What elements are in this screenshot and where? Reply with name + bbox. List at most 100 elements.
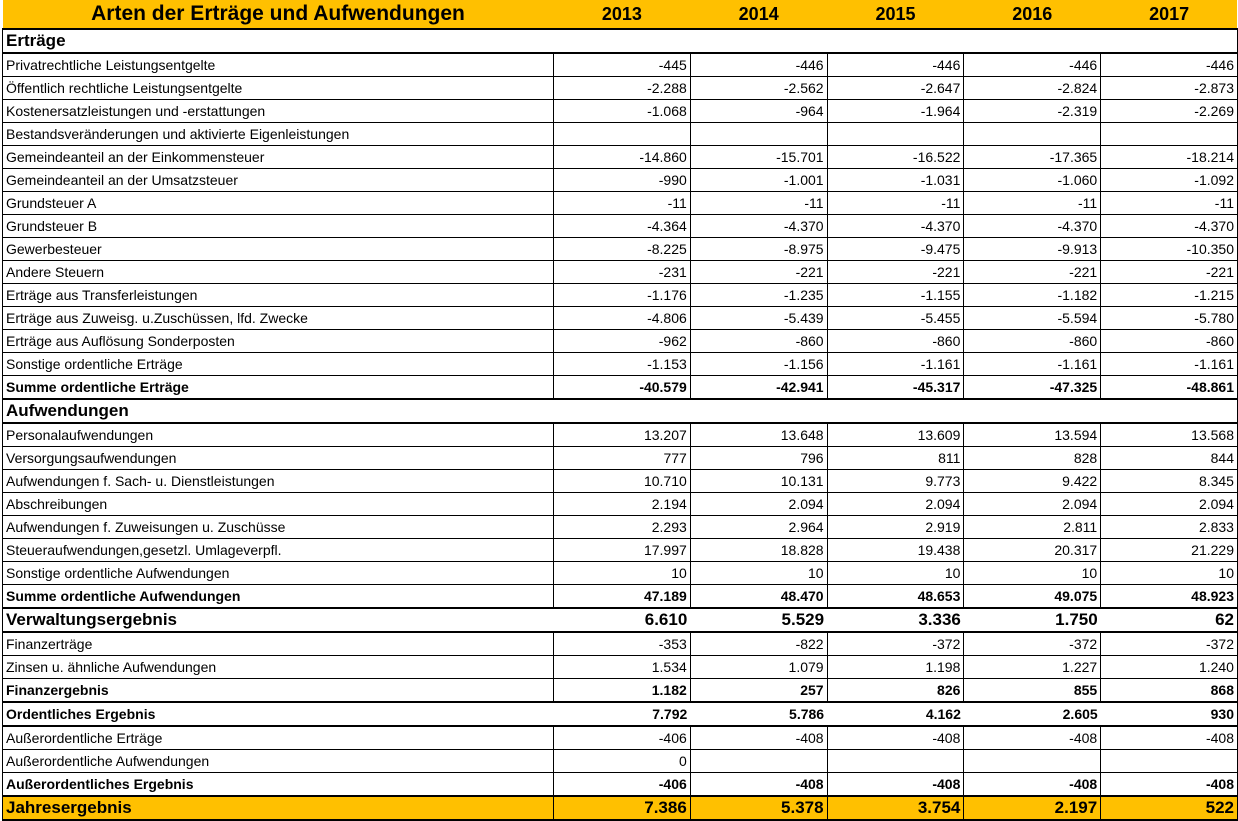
row-label: Grundsteuer A bbox=[2, 191, 554, 215]
total-row: Jahresergebnis 7.386 5.378 3.754 2.197 522 bbox=[2, 795, 1238, 821]
row-label: Jahresergebnis bbox=[2, 795, 554, 821]
row-label: Erträge aus Zuweisg. u.Zuschüssen, lfd. … bbox=[2, 306, 554, 330]
row-label: Privatrechtliche Leistungsentgelte bbox=[2, 52, 554, 77]
value-cell-2013: -1.068 bbox=[553, 99, 691, 123]
value-cell-2015: -2.647 bbox=[826, 76, 965, 100]
value-cell-2013 bbox=[553, 122, 691, 146]
table-row: Versorgungsaufwendungen 777 796 811 828 844 bbox=[2, 446, 1238, 470]
value-cell-2015: 1.198 bbox=[826, 655, 965, 679]
row-label: Öffentlich rechtliche Leistungsentgelte bbox=[2, 76, 554, 100]
value-cell-2017 bbox=[1100, 749, 1238, 773]
value-cell-2015: 2.094 bbox=[826, 492, 965, 516]
table-row: Finanzerträge -353 -822 -372 -372 -372 bbox=[2, 631, 1238, 656]
table-row: Sonstige ordentliche Aufwendungen 10 10 10 1… bbox=[2, 561, 1238, 585]
table-row: Grundsteuer A -11 -11 -11 -11 -11 bbox=[2, 191, 1238, 215]
value-cell-2013: 10.710 bbox=[553, 469, 691, 493]
table-row: Aufwendungen f. Zuweisungen u. Zuschüsse… bbox=[2, 515, 1238, 539]
sum-row: Finanzergebnis 1.182 257 826 855 868 bbox=[2, 678, 1238, 703]
value-cell-2017: -860 bbox=[1100, 329, 1238, 353]
row-label: Ordentliches Ergebnis bbox=[2, 701, 554, 727]
value-cell-2017: -408 bbox=[1100, 725, 1238, 750]
table-row: Öffentlich rechtliche Leistungsentgelte -… bbox=[2, 76, 1238, 100]
value-cell-2016: 1.227 bbox=[963, 655, 1102, 679]
value-cell-2014: -8.975 bbox=[689, 237, 828, 261]
value-cell-2014: 1.079 bbox=[689, 655, 828, 679]
value-cell-2014: -42.941 bbox=[689, 375, 828, 400]
value-cell-2014: 2.964 bbox=[689, 515, 828, 539]
row-label: Sonstige ordentliche Erträge bbox=[2, 352, 554, 376]
value-cell-2015: -16.522 bbox=[826, 145, 965, 169]
value-cell-2015: 826 bbox=[826, 678, 965, 703]
value-cell-2014: -964 bbox=[689, 99, 828, 123]
value-cell-2014: 796 bbox=[689, 446, 828, 470]
value-cell-2013: 777 bbox=[553, 446, 691, 470]
row-label: Abschreibungen bbox=[2, 492, 554, 516]
value-cell-2014: -860 bbox=[689, 329, 828, 353]
value-cell-2014: -1.235 bbox=[689, 283, 828, 307]
value-cell-2016: -1.161 bbox=[963, 352, 1102, 376]
row-label: Erträge bbox=[2, 28, 554, 54]
value-cell-2014: 2.094 bbox=[689, 492, 828, 516]
value-cell-2015: -408 bbox=[826, 725, 965, 750]
row-label: Aufwendungen f. Zuweisungen u. Zuschüsse bbox=[2, 515, 554, 539]
value-cell-2016: 20.317 bbox=[963, 538, 1102, 562]
value-cell-2016 bbox=[963, 122, 1102, 146]
row-label: Aufwendungen bbox=[2, 398, 554, 424]
value-cell-2013 bbox=[553, 398, 691, 424]
value-cell-2017 bbox=[1100, 28, 1238, 54]
value-cell-2017: -446 bbox=[1100, 52, 1238, 77]
value-cell-2015: -1.031 bbox=[826, 168, 965, 192]
value-cell-2013: -990 bbox=[553, 168, 691, 192]
value-cell-2016: 9.422 bbox=[963, 469, 1102, 493]
value-cell-2016: -47.325 bbox=[963, 375, 1102, 400]
value-cell-2016: 2.197 bbox=[963, 795, 1102, 821]
value-cell-2013: 7.386 bbox=[553, 795, 691, 821]
value-cell-2014: 10.131 bbox=[689, 469, 828, 493]
value-cell-2017: 21.229 bbox=[1100, 538, 1238, 562]
value-cell-2014 bbox=[690, 28, 828, 54]
row-label: Andere Steuern bbox=[2, 260, 554, 284]
value-cell-2014 bbox=[689, 122, 828, 146]
value-cell-2016: -860 bbox=[963, 329, 1102, 353]
value-cell-2015: 9.773 bbox=[826, 469, 965, 493]
value-cell-2017: -18.214 bbox=[1100, 145, 1238, 169]
value-cell-2013: -14.860 bbox=[553, 145, 691, 169]
row-label: Gewerbesteuer bbox=[2, 237, 554, 261]
value-cell-2013: -8.225 bbox=[553, 237, 691, 261]
value-cell-2014: -221 bbox=[689, 260, 828, 284]
value-cell-2013: 47.189 bbox=[553, 584, 691, 609]
value-cell-2016: -2.319 bbox=[963, 99, 1102, 123]
value-cell-2017: 868 bbox=[1100, 678, 1238, 703]
value-cell-2015: 13.609 bbox=[826, 422, 965, 447]
value-cell-2017: -408 bbox=[1100, 772, 1238, 797]
row-label: Finanzerträge bbox=[2, 631, 554, 656]
value-cell-2014: -11 bbox=[689, 191, 828, 215]
value-cell-2014: 5.378 bbox=[689, 795, 828, 821]
value-cell-2015: -1.161 bbox=[826, 352, 965, 376]
value-cell-2013: 2.194 bbox=[553, 492, 691, 516]
value-cell-2015: -11 bbox=[826, 191, 965, 215]
value-cell-2013: 13.207 bbox=[553, 422, 691, 447]
result-row: Verwaltungsergebnis 6.610 5.529 3.336 1.750 6… bbox=[2, 607, 1238, 633]
value-cell-2013: -1.153 bbox=[553, 352, 691, 376]
value-cell-2017: -10.350 bbox=[1100, 237, 1238, 261]
value-cell-2015: -45.317 bbox=[826, 375, 965, 400]
value-cell-2017 bbox=[1100, 398, 1238, 424]
row-label: Kostenersatzleistungen und -erstattungen bbox=[2, 99, 554, 123]
value-cell-2014: 18.828 bbox=[689, 538, 828, 562]
value-cell-2014: -2.562 bbox=[689, 76, 828, 100]
table-row: Erträge aus Auflösung Sonderposten -962 -8… bbox=[2, 329, 1238, 353]
value-cell-2017: 522 bbox=[1100, 795, 1238, 821]
value-cell-2017: 8.345 bbox=[1100, 469, 1238, 493]
value-cell-2016: 855 bbox=[963, 678, 1102, 703]
value-cell-2014 bbox=[690, 398, 828, 424]
row-label: Aufwendungen f. Sach- u. Dienstleistunge… bbox=[2, 469, 554, 493]
value-cell-2016: -4.370 bbox=[963, 214, 1102, 238]
table-row: Gemeindeanteil an der Einkommensteuer -14… bbox=[2, 145, 1238, 169]
row-label: Erträge aus Transferleistungen bbox=[2, 283, 554, 307]
value-cell-2013: 10 bbox=[553, 561, 691, 585]
year-header: 2013 bbox=[553, 0, 691, 30]
value-cell-2017: 13.568 bbox=[1100, 422, 1238, 447]
value-cell-2015: 3.754 bbox=[826, 795, 965, 821]
value-cell-2016 bbox=[963, 28, 1101, 54]
